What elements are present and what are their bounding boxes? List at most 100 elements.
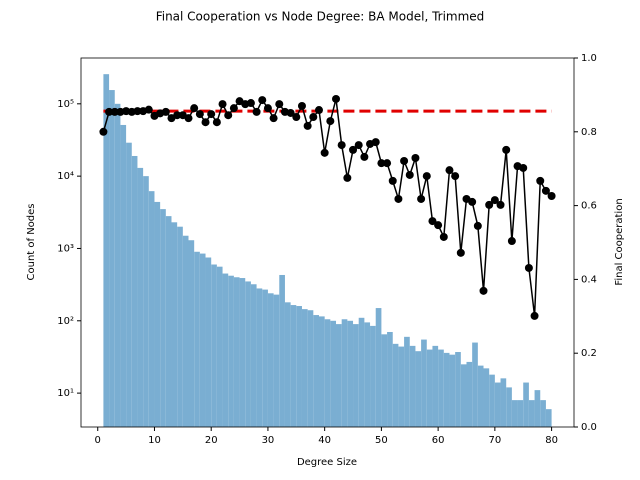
marker <box>269 114 278 123</box>
y-tick-label: 10¹ <box>57 388 74 399</box>
chart-title: Final Cooperation vs Node Degree: BA Mod… <box>156 10 485 24</box>
histogram-bar <box>523 382 529 427</box>
histogram-bar <box>415 351 422 427</box>
marker <box>99 127 108 136</box>
histogram-bar <box>387 331 393 427</box>
histogram-bar <box>194 251 200 427</box>
histogram-bar <box>330 320 337 427</box>
marker <box>161 107 170 116</box>
marker <box>349 145 358 154</box>
marker <box>144 105 153 114</box>
x-axis-label: Degree Size <box>297 457 357 468</box>
marker <box>184 114 193 123</box>
histogram-bar <box>358 317 365 427</box>
histogram-bar <box>353 324 359 427</box>
histogram-bar <box>517 400 524 427</box>
marker <box>332 94 341 103</box>
y2-tick-label: 1.0 <box>581 53 597 64</box>
marker <box>547 192 556 201</box>
marker <box>320 148 329 157</box>
histogram-bar <box>114 103 121 427</box>
marker <box>224 111 233 120</box>
histogram-bar <box>307 310 314 427</box>
marker <box>473 221 482 230</box>
x-tick-label: 20 <box>205 435 218 446</box>
marker <box>195 110 204 119</box>
marker <box>451 172 460 181</box>
histogram-bar <box>182 235 189 427</box>
marker <box>326 117 335 126</box>
marker <box>309 113 318 122</box>
histogram-bar <box>318 316 325 427</box>
histogram-bar <box>154 201 161 427</box>
y2-tick-label: 0.8 <box>581 127 597 138</box>
marker <box>377 159 386 168</box>
marker <box>354 141 363 150</box>
marker <box>485 200 494 209</box>
marker <box>258 96 267 105</box>
histogram-bar <box>245 281 251 427</box>
x-tick-label: 50 <box>375 435 388 446</box>
x-tick-label: 70 <box>488 435 501 446</box>
y-axis-label: Count of Nodes <box>26 203 37 280</box>
marker <box>292 113 301 122</box>
marker <box>411 153 420 162</box>
marker <box>133 107 142 116</box>
histogram-bar <box>205 257 212 427</box>
histogram-bar <box>375 308 382 427</box>
histogram-bar <box>296 306 302 427</box>
marker <box>343 173 352 182</box>
marker <box>417 194 426 203</box>
marker <box>297 101 306 110</box>
histogram-bar <box>409 345 416 427</box>
histogram-bar <box>421 339 427 427</box>
marker <box>303 121 312 130</box>
histogram-bar <box>404 336 410 427</box>
marker <box>439 232 448 241</box>
histogram-bar <box>477 365 484 427</box>
marker <box>275 100 284 109</box>
y-tick-label: 10⁴ <box>57 171 74 182</box>
histogram-bar <box>489 374 495 427</box>
x-tick-label: 40 <box>318 435 331 446</box>
histogram-bar <box>426 349 433 427</box>
histogram-bar <box>336 324 342 427</box>
histogram-bar <box>148 191 155 427</box>
histogram-bar <box>165 216 172 427</box>
marker <box>428 217 437 226</box>
marker <box>212 118 221 127</box>
marker <box>246 99 255 108</box>
y2-tick-label: 0.6 <box>581 201 597 212</box>
histogram-bar <box>222 273 229 427</box>
histogram-bar <box>273 294 280 427</box>
x-tick-label: 10 <box>148 435 161 446</box>
histogram-bar <box>455 352 461 427</box>
histogram-bar <box>233 277 240 427</box>
marker <box>394 194 403 203</box>
x-tick-label: 60 <box>432 435 445 446</box>
histogram-bar <box>534 390 541 427</box>
histogram-bar <box>290 305 297 427</box>
histogram-bar <box>188 240 195 427</box>
marker <box>456 248 465 257</box>
histogram-bar <box>103 74 110 428</box>
marker <box>445 166 454 175</box>
marker <box>479 286 488 295</box>
y-tick-label: 10³ <box>57 243 74 254</box>
marker <box>201 118 210 127</box>
histogram-bar <box>443 352 450 427</box>
histogram-bar <box>199 253 206 427</box>
marker <box>371 138 380 147</box>
marker <box>405 170 414 179</box>
x-tick-label: 30 <box>262 435 275 446</box>
histogram-bar <box>216 266 223 427</box>
histogram-bar <box>466 361 473 427</box>
marker <box>383 159 392 168</box>
histogram-bar <box>177 226 183 427</box>
marker <box>190 104 199 113</box>
histogram-bar <box>284 302 291 427</box>
histogram-bar <box>449 354 456 427</box>
marker <box>207 110 216 119</box>
histogram-bar <box>347 320 354 427</box>
y-tick-label: 10⁵ <box>57 99 74 110</box>
